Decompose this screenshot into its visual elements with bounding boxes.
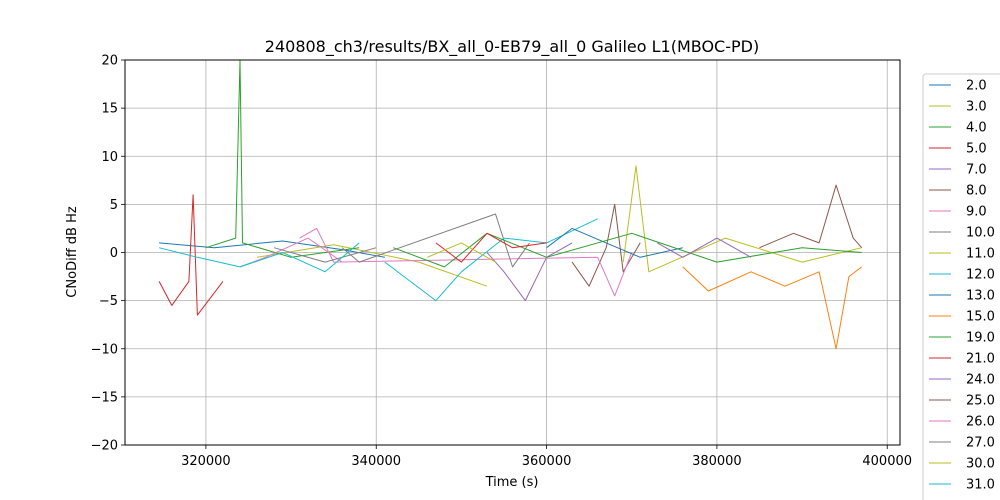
legend-label: 31.0 bbox=[966, 478, 995, 493]
legend-item: 26.0 bbox=[929, 415, 995, 430]
legend-item: 11.0 bbox=[929, 247, 995, 262]
y-tick-label: 15 bbox=[101, 102, 118, 117]
y-axis-label: CNoDiff dB Hz bbox=[65, 206, 80, 298]
legend-item: 13.0 bbox=[929, 289, 995, 304]
legend-item: 15.0 bbox=[929, 310, 995, 325]
y-tick-label: 20 bbox=[101, 54, 118, 69]
series-line-25.0 bbox=[759, 184, 863, 249]
legend-label: 5.0 bbox=[966, 142, 987, 157]
y-tick-label: −15 bbox=[91, 390, 118, 405]
series-line-9.0 bbox=[299, 227, 633, 297]
series-line-31.0 bbox=[158, 242, 360, 273]
legend-item: 5.0 bbox=[929, 142, 987, 157]
y-tick-label: −20 bbox=[91, 439, 118, 454]
legend-item: 8.0 bbox=[929, 184, 987, 199]
x-tick-label: 340000 bbox=[351, 454, 401, 469]
legend-item: 12.0 bbox=[929, 268, 995, 283]
series-line-30.0 bbox=[427, 242, 496, 263]
legend-item: 10.0 bbox=[929, 226, 995, 241]
legend-item: 3.0 bbox=[929, 100, 987, 115]
series-line-27.0 bbox=[273, 247, 377, 263]
series-line-19.0 bbox=[393, 232, 862, 268]
legend-label: 10.0 bbox=[966, 226, 995, 241]
x-tick-label: 380000 bbox=[692, 454, 742, 469]
series-line-24.0 bbox=[657, 237, 752, 258]
series-line-10.0 bbox=[341, 213, 530, 268]
legend-item: 21.0 bbox=[929, 352, 995, 367]
series-line-13.0 bbox=[546, 227, 683, 258]
legend-frame bbox=[922, 73, 1000, 500]
legend-item: 30.0 bbox=[929, 457, 995, 472]
legend-item: 2.0 bbox=[929, 79, 987, 94]
x-axis: 320000 340000 360000 380000 400000 bbox=[181, 445, 912, 469]
legend-item: 25.0 bbox=[929, 394, 995, 409]
series-lines bbox=[158, 60, 863, 350]
legend-label: 21.0 bbox=[966, 352, 995, 367]
y-axis: −20 −15 −10 −5 0 5 10 15 20 bbox=[91, 54, 125, 454]
legend-label: 27.0 bbox=[966, 436, 995, 451]
legend-item: 4.0 bbox=[929, 121, 987, 136]
legend-item: 9.0 bbox=[929, 205, 987, 220]
series-line-15.0 bbox=[682, 266, 863, 350]
legend-label: 3.0 bbox=[966, 100, 987, 115]
legend-label: 26.0 bbox=[966, 415, 995, 430]
series-line-7.0 bbox=[486, 242, 573, 302]
y-tick-label: 10 bbox=[101, 150, 118, 165]
legend-label: 12.0 bbox=[966, 268, 995, 283]
chart-title: 240808_ch3/results/BX_all_0-EB79_all_0 G… bbox=[265, 37, 759, 57]
x-tick-label: 360000 bbox=[522, 454, 572, 469]
legend-label: 8.0 bbox=[966, 184, 987, 199]
series-line-21.0 bbox=[435, 232, 547, 263]
plot-area bbox=[158, 60, 863, 350]
legend-label: 30.0 bbox=[966, 457, 995, 472]
legend-label: 11.0 bbox=[966, 247, 995, 262]
legend-label: 13.0 bbox=[966, 289, 995, 304]
legend-label: 19.0 bbox=[966, 331, 995, 346]
legend-item: 7.0 bbox=[929, 163, 987, 178]
legend-item: 31.0 bbox=[929, 478, 995, 493]
legend: 2.0 3.0 4.0 5.0 7.0 8.0 9.0 10.0 11.0 12.0 13.0 15.… bbox=[922, 73, 1000, 500]
legend-label: 9.0 bbox=[966, 205, 987, 220]
legend-label: 7.0 bbox=[966, 163, 987, 178]
legend-item: 27.0 bbox=[929, 436, 995, 451]
legend-label: 24.0 bbox=[966, 373, 995, 388]
legend-label: 25.0 bbox=[966, 394, 995, 409]
legend-item: 19.0 bbox=[929, 331, 995, 346]
y-tick-label: 0 bbox=[110, 246, 118, 261]
y-tick-label: −5 bbox=[99, 294, 118, 309]
legend-item: 24.0 bbox=[929, 373, 995, 388]
series-line-2.0 bbox=[159, 240, 385, 258]
x-tick-label: 400000 bbox=[862, 454, 912, 469]
y-tick-label: 5 bbox=[110, 198, 118, 213]
y-tick-label: −10 bbox=[91, 342, 118, 357]
series-line-5.0 bbox=[158, 194, 224, 316]
series-line-3.0 bbox=[256, 244, 488, 287]
x-axis-label: Time (s) bbox=[485, 475, 539, 490]
legend-label: 4.0 bbox=[966, 121, 987, 136]
legend-label: 15.0 bbox=[966, 310, 995, 325]
legend-label: 2.0 bbox=[966, 79, 987, 94]
x-tick-label: 320000 bbox=[181, 454, 231, 469]
